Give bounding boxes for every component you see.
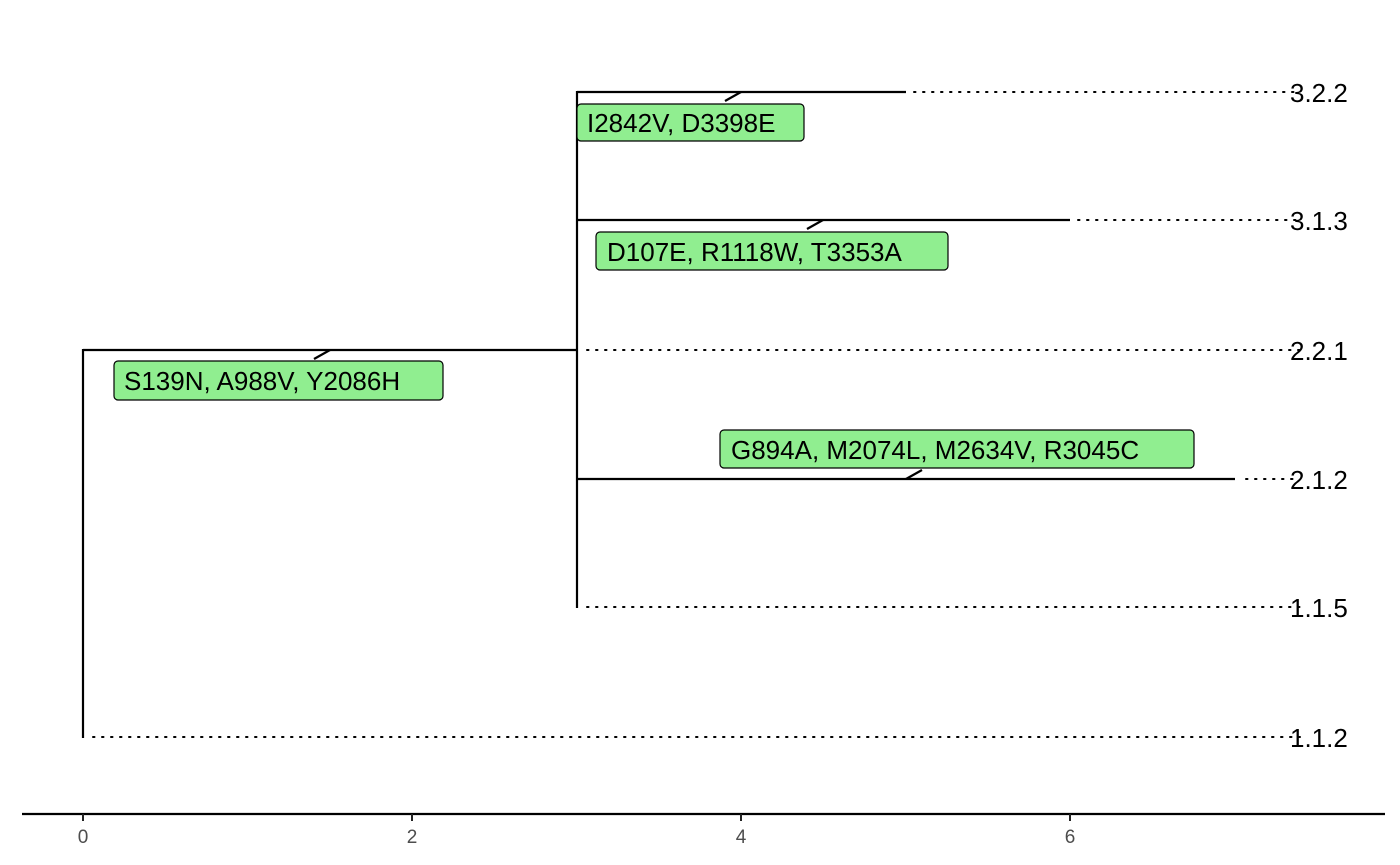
tip-label: 1.1.5 [1290, 593, 1348, 623]
x-tick-label: 6 [1065, 827, 1076, 848]
mutation-label-box [576, 103, 805, 142]
tip-label: 1.1.2 [1290, 723, 1348, 753]
mutation-label-box [719, 429, 1195, 469]
mutation-pointer [905, 469, 923, 480]
mutation-pointer [724, 91, 742, 102]
mutation-label-box [113, 360, 444, 401]
mutation-label-text: I2842V, D3398E [587, 108, 775, 138]
mutation-label: D107E, R1118W, T3353A [595, 231, 949, 271]
mutation-pointer [806, 219, 824, 230]
mutation-label: G894A, M2074L, M2634V, R3045C [719, 429, 1195, 469]
mutation-label-box [595, 231, 949, 271]
tip-label: 2.1.2 [1290, 465, 1348, 495]
mutation-label: S139N, A988V, Y2086H [113, 360, 444, 401]
tip-label: 3.2.2 [1290, 78, 1348, 108]
tip-label: 3.1.3 [1290, 206, 1348, 236]
mutation-label-text: S139N, A988V, Y2086H [124, 366, 400, 396]
x-tick-label: 4 [736, 827, 747, 848]
x-tick-label: 0 [78, 827, 89, 848]
mutation-label: I2842V, D3398E [576, 103, 805, 142]
tip-label: 2.2.1 [1290, 336, 1348, 366]
mutation-label-text: D107E, R1118W, T3353A [607, 237, 903, 267]
x-tick-label: 2 [407, 827, 418, 848]
mutation-label-text: G894A, M2074L, M2634V, R3045C [731, 435, 1139, 465]
mutation-pointer [313, 349, 331, 360]
